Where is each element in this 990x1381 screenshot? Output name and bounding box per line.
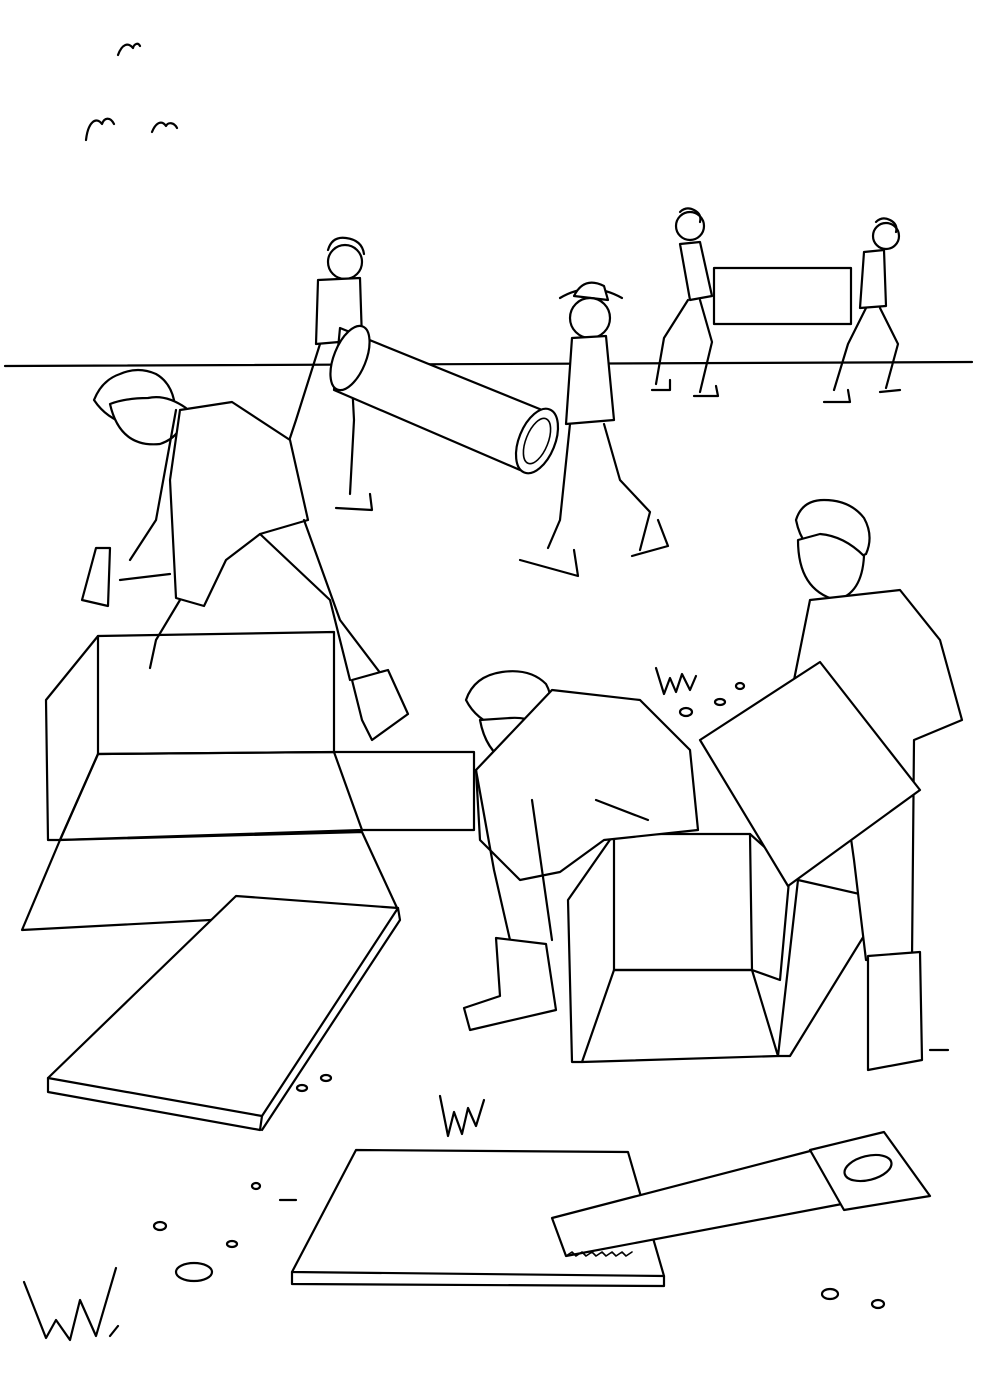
birds [84,42,179,142]
worker-hat-roll [518,281,670,578]
workers-carrying-board [650,207,902,404]
box-left [20,630,476,932]
box-right [566,832,888,1064]
horizon-line [3,360,974,368]
ground-details [22,666,950,1342]
hand-saw [550,1130,932,1258]
worker-hammer [80,368,410,742]
worker-crouching [462,670,700,1032]
worker-right-board [698,498,964,1072]
rolled-material [329,324,560,475]
